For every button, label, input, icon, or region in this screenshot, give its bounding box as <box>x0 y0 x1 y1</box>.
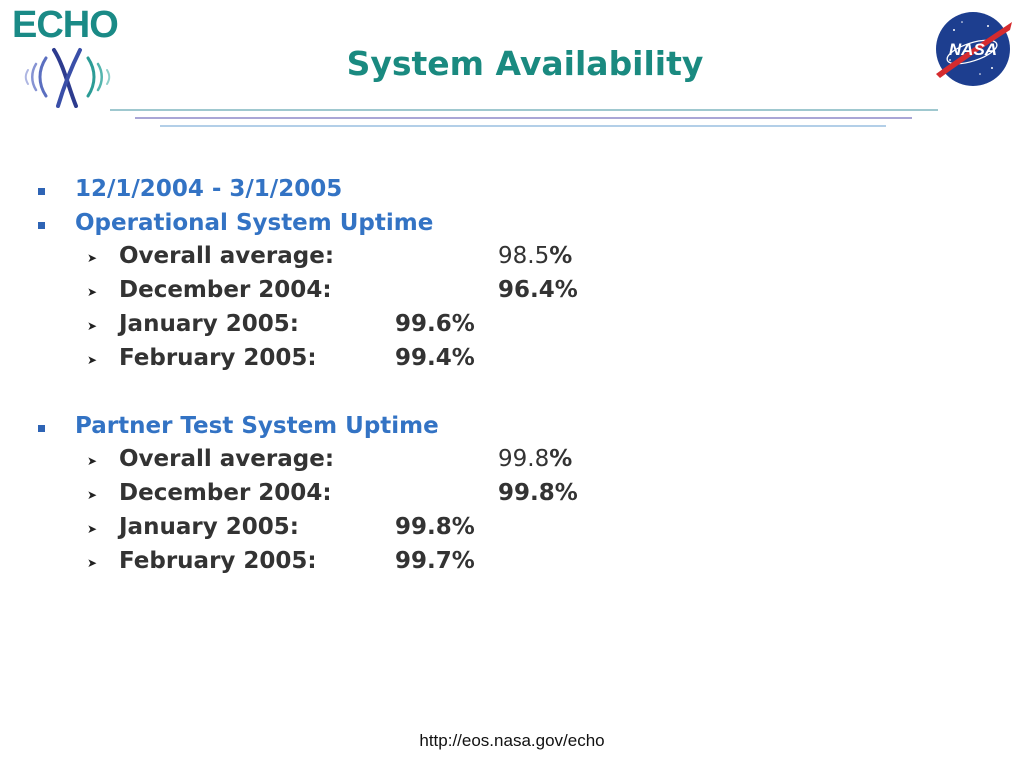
nasa-meatball-icon: NASA <box>936 12 1012 86</box>
item-label: Overall average: <box>119 446 335 472</box>
item-value: 96.4% <box>498 277 578 303</box>
arrowhead-bullet-icon: ➤ <box>87 488 98 502</box>
square-bullet-icon <box>38 222 45 229</box>
item-label: February 2005: <box>119 345 317 371</box>
title-divider <box>110 109 938 111</box>
section-heading: Operational System Uptime <box>75 210 434 236</box>
nasa-wordmark: NASA <box>949 40 997 59</box>
item-value: 99.8% <box>498 480 578 506</box>
item-label: Overall average: <box>119 243 335 269</box>
arrowhead-bullet-icon: ➤ <box>87 285 98 299</box>
title-divider <box>135 117 912 119</box>
item-label: December 2004: <box>119 277 332 303</box>
item-value: 99.4% <box>395 345 475 371</box>
item-label: January 2005: <box>119 311 299 337</box>
square-bullet-icon <box>38 425 45 432</box>
item-label: December 2004: <box>119 480 332 506</box>
echo-wave-icon <box>24 48 111 108</box>
section-heading: Partner Test System Uptime <box>75 413 439 439</box>
page-title: System Availability <box>346 44 704 83</box>
item-value: 99.8% <box>395 514 475 540</box>
item-value-percent: % <box>549 243 573 269</box>
item-value: 98.5% <box>498 243 572 269</box>
item-label: January 2005: <box>119 514 299 540</box>
arrowhead-bullet-icon: ➤ <box>87 454 98 468</box>
footer-link[interactable]: http://eos.nasa.gov/echo <box>419 731 605 750</box>
item-value-number: 99.8 <box>498 446 550 472</box>
arrowhead-bullet-icon: ➤ <box>87 353 98 367</box>
square-bullet-icon <box>38 188 45 195</box>
date-range: 12/1/2004 - 3/1/2005 <box>75 176 343 202</box>
item-label: February 2005: <box>119 548 317 574</box>
item-value-percent: % <box>549 446 573 472</box>
item-value: 99.7% <box>395 548 475 574</box>
item-value: 99.8% <box>498 446 572 472</box>
item-value-number: 98.5 <box>498 243 550 269</box>
title-divider <box>160 125 886 127</box>
arrowhead-bullet-icon: ➤ <box>87 251 98 265</box>
arrowhead-bullet-icon: ➤ <box>87 522 98 536</box>
echo-wordmark: ECHO <box>12 4 119 46</box>
arrowhead-bullet-icon: ➤ <box>87 319 98 333</box>
arrowhead-bullet-icon: ➤ <box>87 556 98 570</box>
item-value: 99.6% <box>395 311 475 337</box>
echo-logo: ECHO <box>10 4 130 108</box>
